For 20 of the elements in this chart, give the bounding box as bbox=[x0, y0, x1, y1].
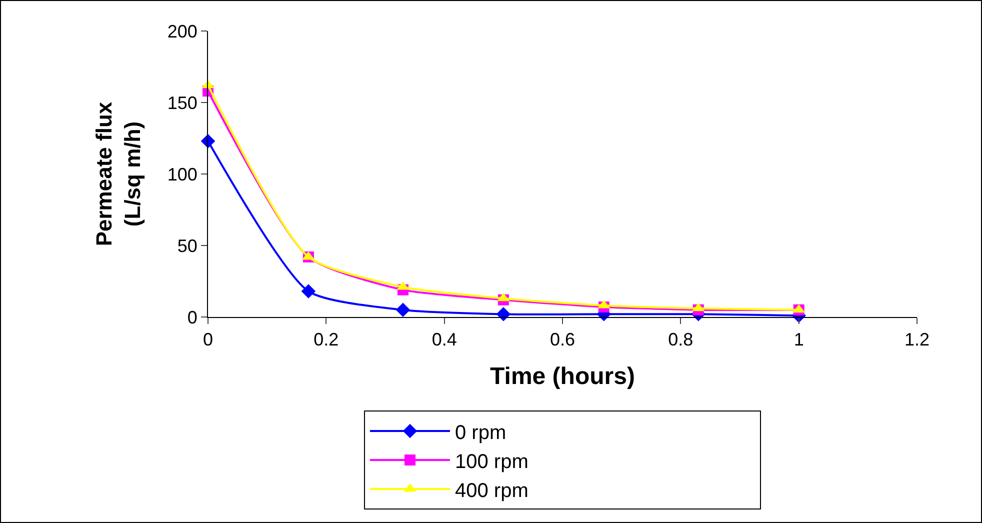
x-tick-label: 0 bbox=[202, 330, 214, 350]
legend-label: 100 rpm bbox=[455, 450, 528, 473]
y-tick-label: 100 bbox=[167, 164, 198, 184]
x-tick-label: 0.2 bbox=[314, 330, 339, 350]
y-tick-label: 0 bbox=[187, 307, 198, 328]
x-tick-label: 1 bbox=[794, 330, 804, 350]
point bbox=[496, 306, 511, 322]
legend-label: 0 rpm bbox=[455, 422, 506, 444]
point bbox=[396, 302, 410, 317]
point bbox=[301, 284, 316, 298]
x-tick-label: 0.8 bbox=[668, 330, 694, 350]
y-tick-label: 200 bbox=[167, 21, 198, 42]
legend-label: 400 rpm bbox=[455, 480, 528, 502]
x-tick-label: 0.4 bbox=[432, 330, 457, 350]
y-tick-label: 50 bbox=[177, 236, 198, 256]
y-axis-title: Permeate flux (L/sq m/h) bbox=[92, 101, 146, 246]
x-axis-title: Time (hours) bbox=[490, 362, 635, 390]
x-tick-label: 1.2 bbox=[904, 330, 930, 350]
x-tick-label: 0.6 bbox=[550, 330, 576, 350]
y-tick-label: 150 bbox=[167, 92, 198, 113]
